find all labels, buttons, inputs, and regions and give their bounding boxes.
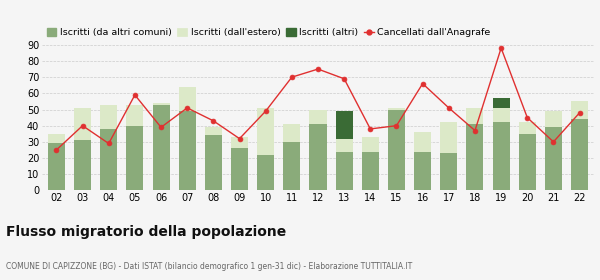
Bar [466, 108, 484, 124]
Text: COMUNE DI CAPIZZONE (BG) - Dati ISTAT (bilancio demografico 1 gen-31 dic) - Elab: COMUNE DI CAPIZZONE (BG) - Dati ISTAT (b… [6, 262, 412, 271]
Bar [519, 134, 536, 190]
Bar [545, 111, 562, 127]
Bar [231, 148, 248, 190]
Bar [519, 122, 536, 134]
Bar [100, 129, 117, 190]
Bar [440, 122, 457, 153]
Text: Flusso migratorio della popolazione: Flusso migratorio della popolazione [6, 225, 286, 239]
Bar [414, 151, 431, 190]
Bar [48, 143, 65, 190]
Bar [545, 127, 562, 190]
Bar [231, 137, 248, 148]
Bar [205, 136, 222, 190]
Bar [152, 105, 170, 190]
Bar [179, 111, 196, 190]
Bar [362, 137, 379, 151]
Bar [257, 108, 274, 155]
Bar [74, 108, 91, 140]
Bar [283, 124, 301, 142]
Bar [388, 108, 405, 109]
Bar [283, 142, 301, 190]
Bar [493, 108, 509, 122]
Bar [362, 151, 379, 190]
Bar [74, 140, 91, 190]
Bar [335, 111, 353, 139]
Bar [100, 105, 117, 129]
Bar [466, 124, 484, 190]
Bar [48, 134, 65, 143]
Legend: Iscritti (da altri comuni), Iscritti (dall'estero), Iscritti (altri), Cancellati: Iscritti (da altri comuni), Iscritti (da… [47, 28, 491, 37]
Bar [310, 109, 326, 124]
Bar [179, 87, 196, 111]
Bar [152, 103, 170, 105]
Bar [335, 151, 353, 190]
Bar [493, 98, 509, 108]
Bar [571, 101, 588, 119]
Bar [335, 139, 353, 151]
Bar [127, 105, 143, 126]
Bar [127, 126, 143, 190]
Bar [257, 155, 274, 190]
Bar [205, 127, 222, 136]
Bar [493, 122, 509, 190]
Bar [388, 109, 405, 190]
Bar [414, 132, 431, 151]
Bar [310, 124, 326, 190]
Bar [571, 119, 588, 190]
Bar [440, 153, 457, 190]
